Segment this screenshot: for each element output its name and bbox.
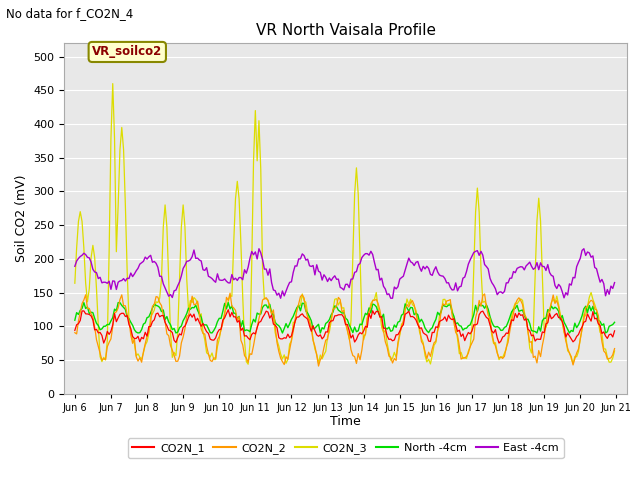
Title: VR North Vaisala Profile: VR North Vaisala Profile xyxy=(255,23,436,38)
Text: VR_soilco2: VR_soilco2 xyxy=(92,46,163,59)
X-axis label: Time: Time xyxy=(330,415,361,429)
Legend: CO2N_1, CO2N_2, CO2N_3, North -4cm, East -4cm: CO2N_1, CO2N_2, CO2N_3, North -4cm, East… xyxy=(128,438,563,458)
Y-axis label: Soil CO2 (mV): Soil CO2 (mV) xyxy=(15,175,28,262)
Text: No data for f_CO2N_4: No data for f_CO2N_4 xyxy=(6,7,134,20)
